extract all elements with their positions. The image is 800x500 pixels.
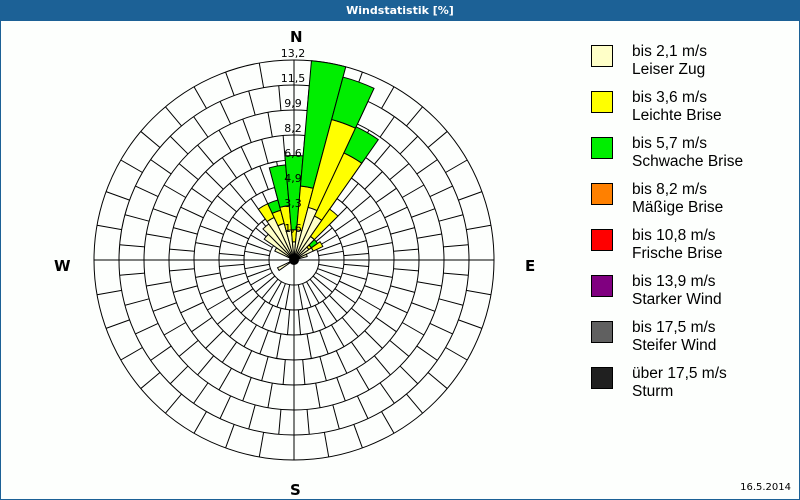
compass-north-label: N (290, 28, 303, 46)
radial-tick-label: 4,9 (284, 172, 302, 185)
compass-east-label: E (525, 257, 536, 275)
wind-sector-segment (343, 126, 379, 164)
legend-label: Schwache Brise (632, 153, 744, 170)
radial-tick-label: 11,5 (281, 72, 306, 85)
legend-label: Steifer Wind (632, 337, 717, 354)
legend-range: bis 2,1 m/s (632, 43, 707, 60)
legend-range: über 17,5 m/s (632, 365, 727, 382)
legend-swatch (591, 137, 613, 159)
legend-swatch (591, 367, 613, 389)
legend-range: bis 10,8 m/s (632, 227, 716, 244)
legend-swatch (591, 45, 613, 67)
legend-swatch (591, 91, 613, 113)
legend-range: bis 3,6 m/s (632, 89, 707, 106)
legend-range: bis 5,7 m/s (632, 135, 707, 152)
legend-label: Sturm (632, 383, 674, 400)
wind-sector-segment (263, 233, 295, 261)
legend-swatch (591, 275, 613, 297)
radial-tick-label: 9,9 (284, 97, 302, 110)
radial-tick-label: 1,6 (284, 222, 302, 235)
wind-sector-segment (309, 208, 339, 241)
wind-sector-segment (331, 76, 375, 129)
legend-label: Starker Wind (632, 291, 722, 308)
legend-range: bis 13,9 m/s (632, 273, 716, 290)
legend-label: Mäßige Brise (632, 199, 724, 216)
legend-label: Leiser Zug (632, 61, 706, 78)
legend-swatch (591, 229, 613, 251)
compass-south-label: S (290, 481, 301, 499)
legend-label: Frische Brise (632, 245, 723, 262)
wind-sector-segment (310, 241, 324, 252)
legend-swatch (591, 183, 613, 205)
wind-sector-segment (299, 60, 347, 189)
window-title: Windstatistik [%] (1, 1, 799, 21)
date-stamp: 16.5.2014 (740, 482, 791, 493)
legend-range: bis 8,2 m/s (632, 181, 707, 198)
radial-tick-label: 13,2 (281, 47, 306, 60)
legend-label: Leichte Brise (632, 107, 722, 124)
legend-range: bis 17,5 m/s (632, 319, 716, 336)
radial-tick-label: 3,3 (284, 197, 302, 210)
radial-tick-label: 6,6 (284, 147, 302, 160)
radial-tick-label: 8,2 (284, 122, 302, 135)
legend-swatch (591, 321, 613, 343)
compass-west-label: W (54, 257, 71, 275)
